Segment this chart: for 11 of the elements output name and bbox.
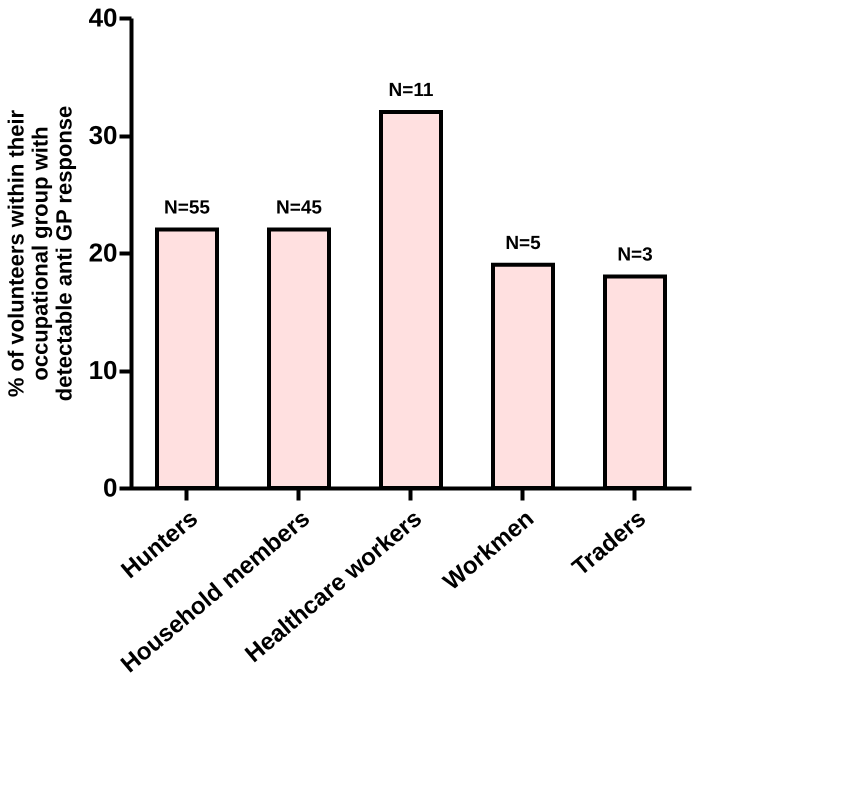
y-tick-label: 20 [88, 238, 118, 268]
annotation: N=11 [388, 80, 434, 101]
annotation: N=5 [505, 232, 542, 254]
annotation: N=55 [164, 198, 210, 218]
y-tick-label: 0 [103, 472, 118, 502]
y-tick-label: 40 [88, 2, 118, 32]
y-tick-label: 30 [88, 120, 118, 150]
y-axis-title: % of volunteers within their occupational group with detectable anti GP response [4, 106, 77, 402]
annotation: N=45 [276, 198, 322, 218]
annotation: N=3 [617, 244, 653, 266]
y-tick-label: 10 [88, 355, 118, 385]
